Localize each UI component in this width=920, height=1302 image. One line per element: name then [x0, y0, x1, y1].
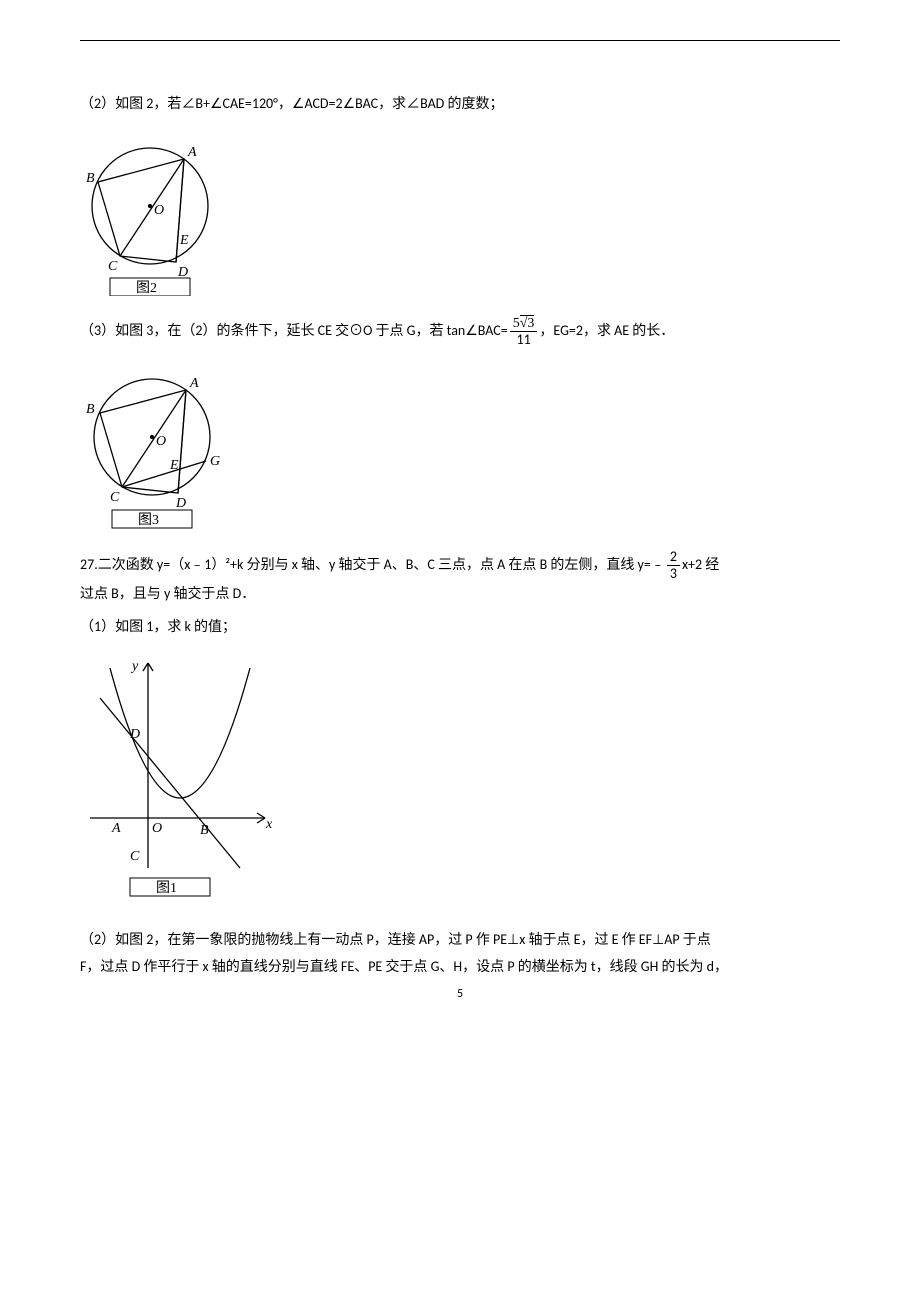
fig3-line-cg	[122, 461, 206, 487]
fig3-label-d: D	[175, 496, 186, 511]
page-container: （2）如图 2，若∠B+∠CAE=120°，∠ACD=2∠BAC，求∠BAD 的…	[0, 0, 920, 1021]
fig1-label-d: D	[129, 727, 140, 742]
p27-intro-suffix: x+2 经	[682, 552, 719, 579]
figure-1-block: x y O A B C D 图1	[80, 648, 840, 913]
fig1-label-y: y	[130, 659, 139, 674]
fig1-label-c: C	[130, 849, 140, 864]
p26-part3-frac-den: 11	[513, 332, 533, 347]
fig3-label-g: G	[210, 454, 220, 469]
p27-intro-frac-num: 2	[667, 549, 680, 565]
p27-part2-line1-text: （2）如图 2，在第一象限的抛物线上有一动点 P，连接 AP，过 P 作 PE⊥…	[80, 927, 711, 954]
p26-part3-frac: 5√3 11	[510, 315, 538, 348]
figure-2-block: A B C D E O 图2	[80, 126, 840, 301]
p27-part2-line2-text: F，过点 D 作平行于 x 轴的直线分别与直线 FE、PE 交于点 G、H，设点…	[80, 954, 728, 981]
p26-part3-suffix: ，EG=2，求 AE 的长．	[539, 318, 674, 345]
fig3-quad	[100, 390, 186, 493]
fig2-label-o: O	[154, 203, 164, 218]
fig2-caption: 图2	[136, 281, 157, 296]
p27-intro-prefix: 27.二次函数 y=（x﹣1）²+k 分别与 x 轴、y 轴交于 A、B、C 三…	[80, 552, 665, 579]
fig3-label-c: C	[110, 490, 120, 505]
top-rule	[80, 40, 840, 41]
fig2-center	[149, 204, 152, 207]
p27-part1-content: （1）如图 1，求 k 的值；	[80, 614, 236, 641]
fig3-label-o: O	[156, 434, 166, 449]
p27-intro-frac: 2 3	[667, 549, 680, 581]
fig3-label-a: A	[189, 376, 199, 391]
p27-intro-line2-text: 过点 B，且与 y 轴交于点 D．	[80, 581, 255, 608]
figure-1-svg: x y O A B C D 图1	[80, 648, 280, 908]
p27-intro-frac-den: 3	[667, 566, 680, 581]
fig3-label-e: E	[169, 458, 179, 473]
figure-2-svg: A B C D E O 图2	[80, 126, 230, 296]
p26-part2-text: （2）如图 2，若∠B+∠CAE=120°，∠ACD=2∠BAC，求∠BAD 的…	[80, 91, 840, 118]
p26-part3-frac-num: 5√3	[510, 315, 538, 332]
figure-3-svg: A B C D E G O 图3	[80, 355, 240, 530]
fig2-label-e: E	[179, 233, 189, 248]
p27-part2-line1: （2）如图 2，在第一象限的抛物线上有一动点 P，连接 AP，过 P 作 PE⊥…	[80, 927, 840, 954]
fig2-quad	[98, 159, 184, 262]
figure-3-block: A B C D E G O 图3	[80, 355, 840, 535]
p27-part2-line2: F，过点 D 作平行于 x 轴的直线分别与直线 FE、PE 交于点 G、H，设点…	[80, 954, 840, 981]
fig2-label-b: B	[86, 171, 95, 186]
p26-part2-content: （2）如图 2，若∠B+∠CAE=120°，∠ACD=2∠BAC，求∠BAD 的…	[80, 91, 503, 118]
p27-intro-line1: 27.二次函数 y=（x﹣1）²+k 分别与 x 轴、y 轴交于 A、B、C 三…	[80, 549, 840, 581]
p26-part3-prefix: （3）如图 3，在（2）的条件下，延长 CE 交⊙O 于点 G，若 tan∠BA…	[80, 318, 508, 345]
fig3-caption: 图3	[138, 513, 159, 528]
fig2-label-a: A	[187, 145, 197, 160]
fig2-label-c: C	[108, 259, 118, 274]
fig3-label-b: B	[86, 402, 95, 417]
p27-intro-line2: 过点 B，且与 y 轴交于点 D．	[80, 581, 840, 608]
fig3-center	[151, 436, 154, 439]
fig3-diag-ad	[178, 390, 186, 493]
fig1-label-a: A	[111, 821, 121, 836]
fig1-caption: 图1	[156, 881, 177, 896]
page-number: 5	[0, 987, 920, 1001]
fig1-label-x: x	[265, 817, 273, 832]
fig1-label-o: O	[152, 821, 162, 836]
p26-part3-text: （3）如图 3，在（2）的条件下，延长 CE 交⊙O 于点 G，若 tan∠BA…	[80, 315, 840, 348]
p27-part1-text: （1）如图 1，求 k 的值；	[80, 614, 840, 641]
fig1-line-bd	[100, 698, 240, 868]
fig1-label-b: B	[200, 823, 209, 838]
